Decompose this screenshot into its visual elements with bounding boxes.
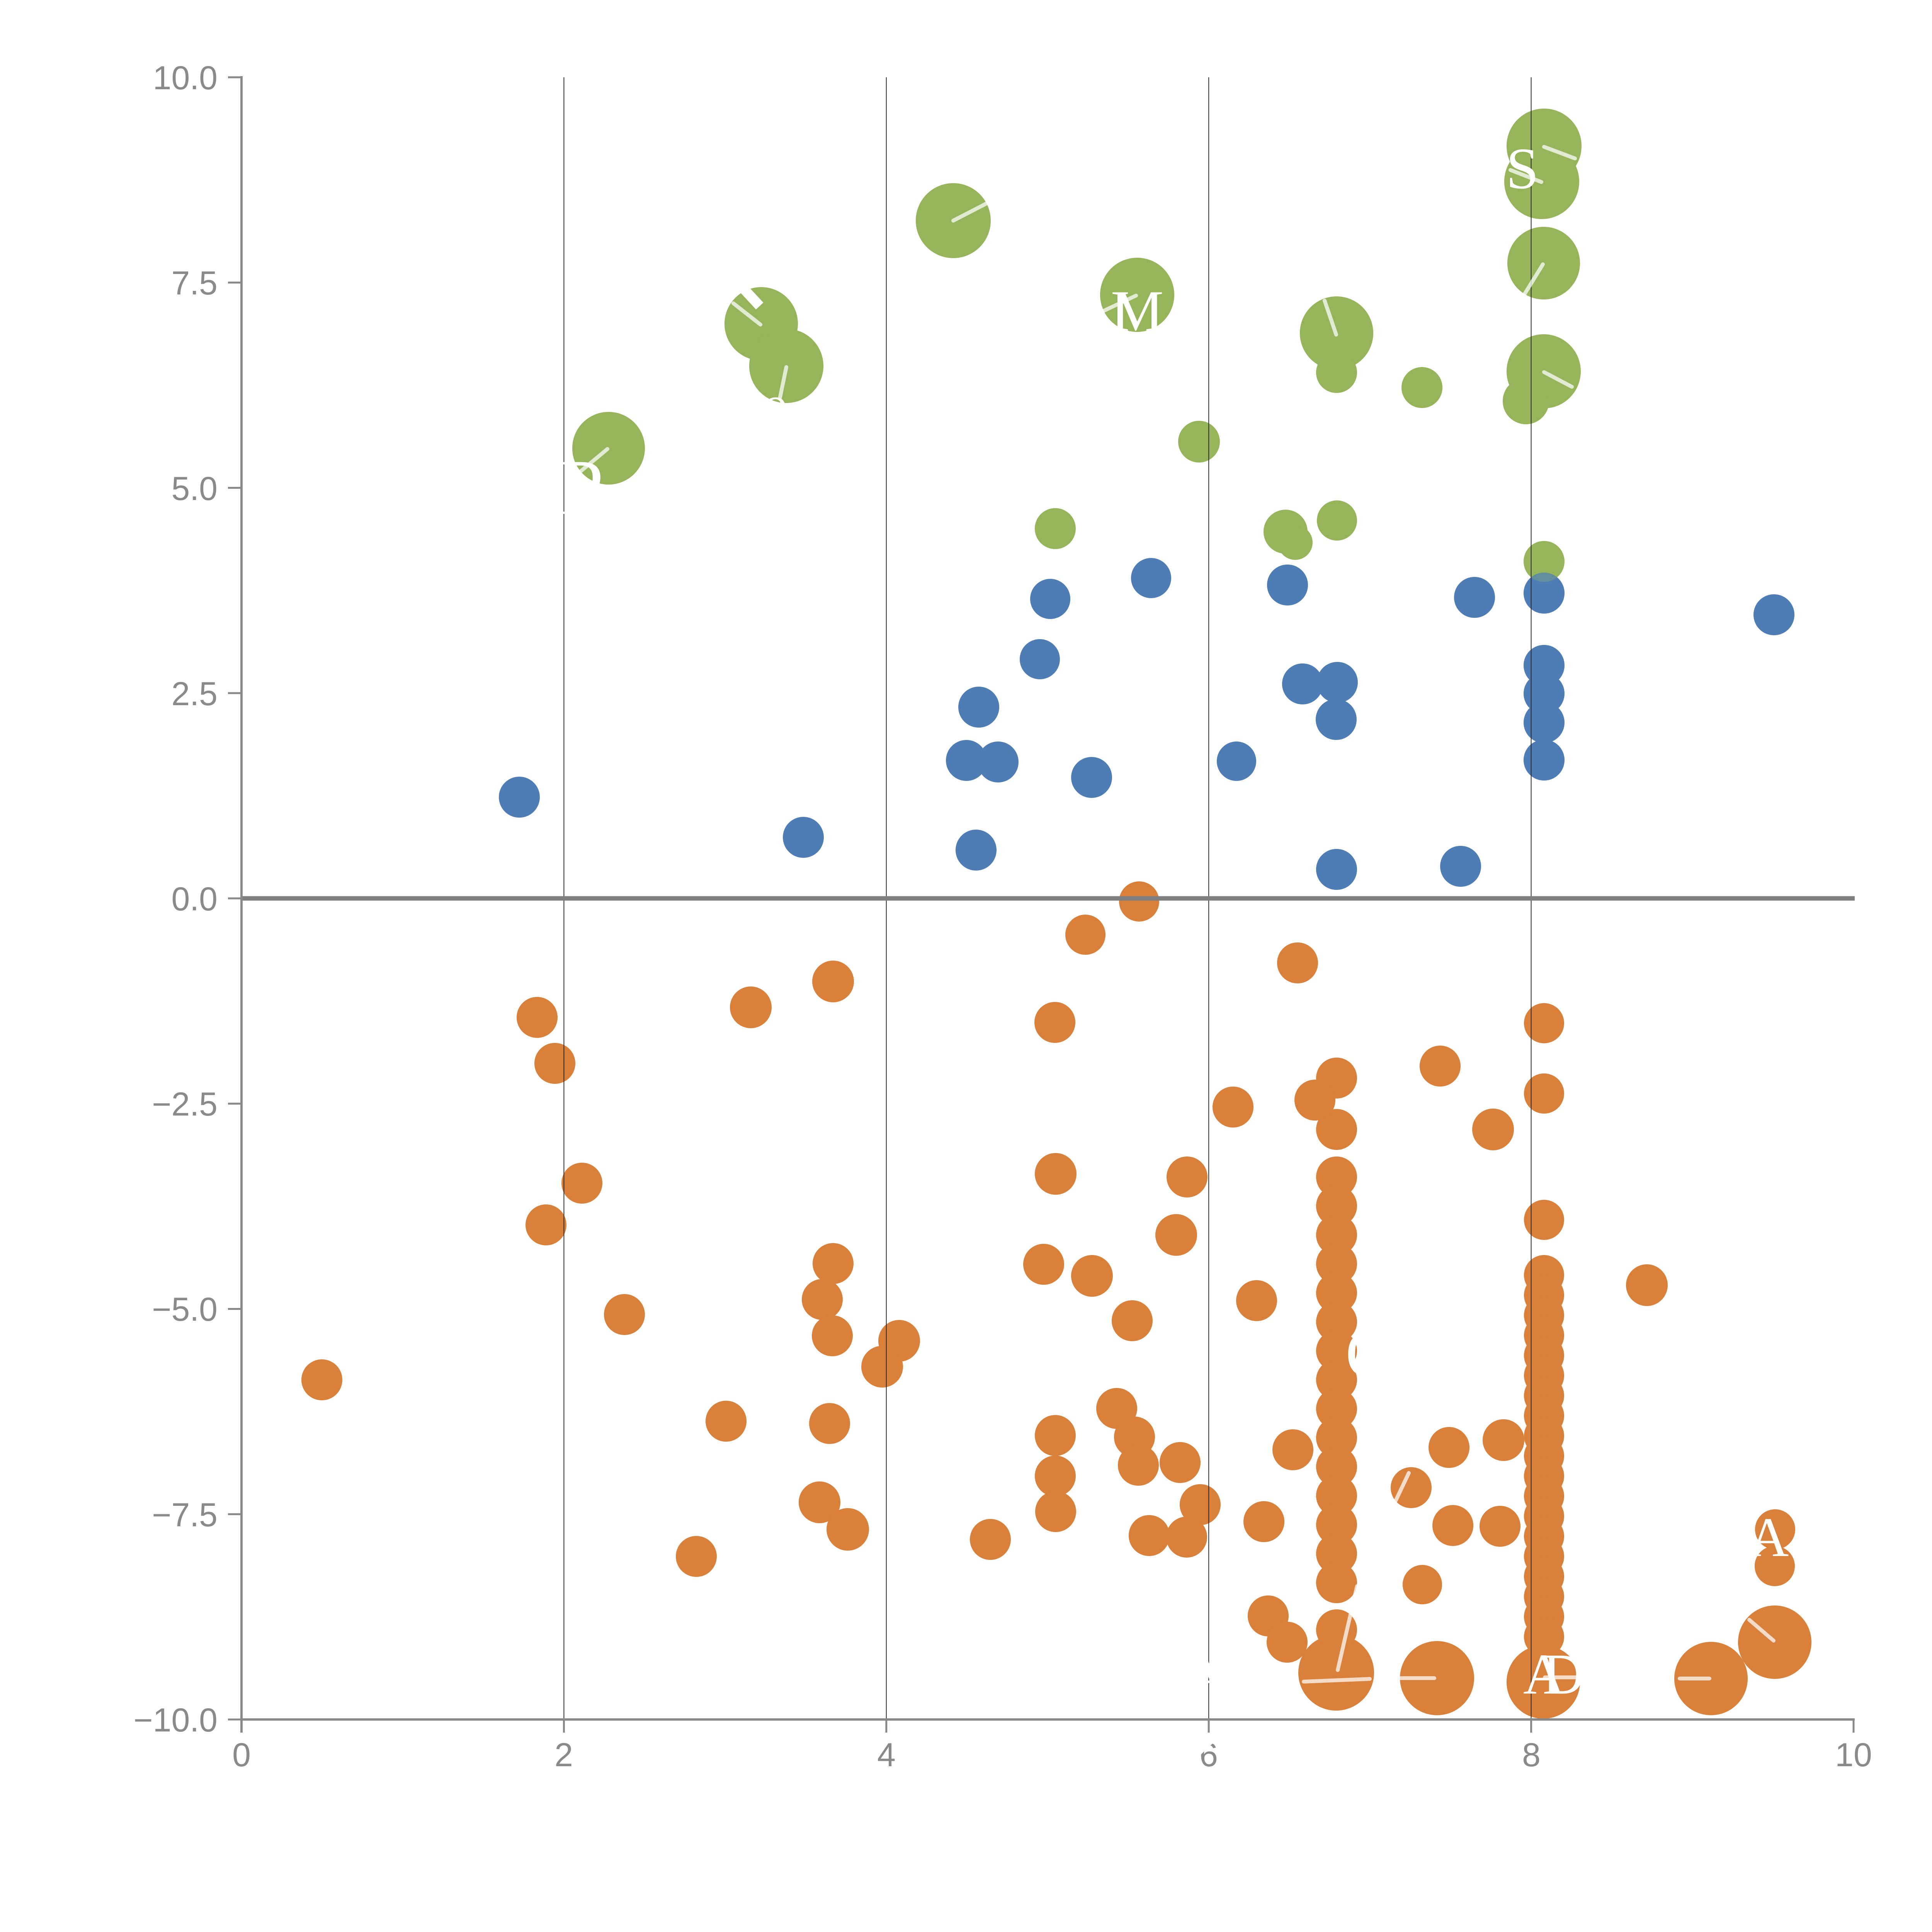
svg-text:M: M [1111, 279, 1163, 344]
svg-text:2.5: 2.5 [171, 675, 218, 713]
svg-text:0: 0 [232, 1736, 251, 1774]
svg-text:5.0: 5.0 [171, 470, 218, 507]
svg-text:P: P [560, 444, 604, 531]
svg-text:o: o [764, 378, 787, 429]
svg-text:0.0: 0.0 [171, 881, 218, 918]
svg-text:−10.0: −10.0 [133, 1702, 218, 1739]
svg-text:A: A [1523, 1642, 1565, 1706]
svg-text:A: A [1184, 1645, 1226, 1709]
svg-text:2: 2 [554, 1736, 573, 1774]
svg-text:4: 4 [877, 1736, 896, 1774]
svg-text:D: D [1543, 1642, 1584, 1706]
svg-text:Q: Q [1345, 1316, 1394, 1391]
svg-text:−7.5: −7.5 [152, 1497, 218, 1534]
svg-text:−5.0: −5.0 [152, 1291, 218, 1328]
svg-text:8: 8 [1522, 1736, 1541, 1774]
svg-text:10.0: 10.0 [153, 60, 218, 97]
svg-text:10: 10 [1835, 1736, 1872, 1774]
svg-text:−2.5: −2.5 [152, 1086, 218, 1123]
svg-text:7.5: 7.5 [171, 265, 218, 302]
svg-text:I: I [1111, 279, 1130, 344]
svg-text:A: A [1748, 1507, 1789, 1568]
svg-text:S: S [1506, 136, 1539, 201]
